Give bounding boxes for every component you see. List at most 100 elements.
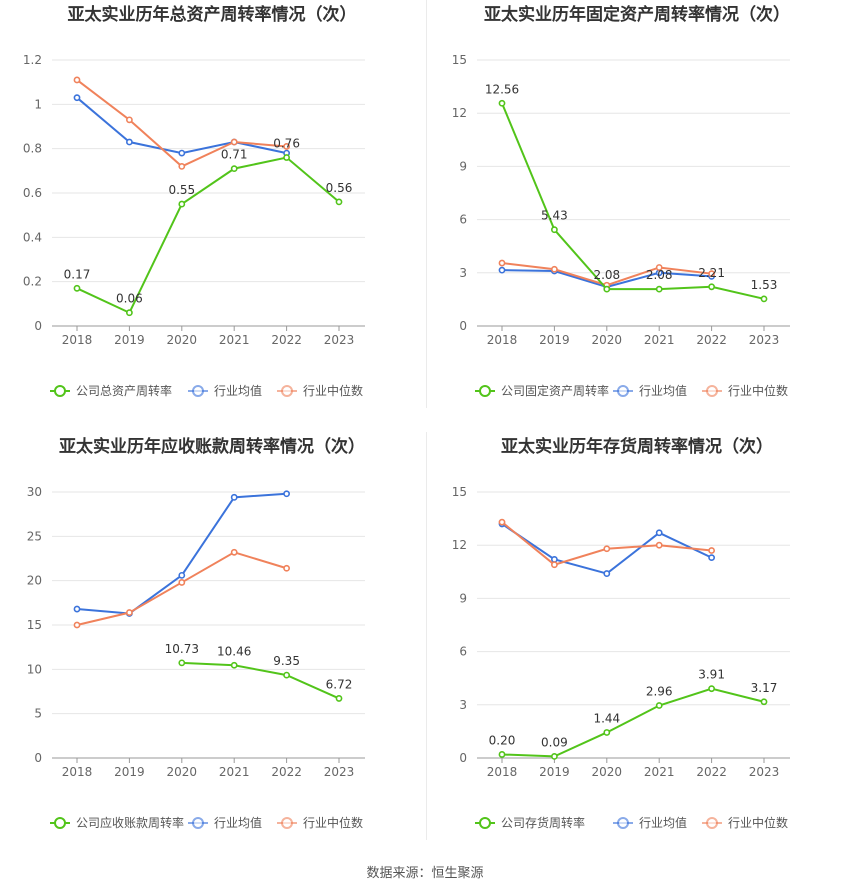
legend-label: 行业均值 [214, 383, 262, 398]
data-point-avg [655, 529, 663, 537]
data-point-company [550, 753, 558, 760]
data-point-company [73, 284, 81, 292]
chart-panel-inventory-turnover: 亚太实业历年存货周转率情况（次） 0 3 6 9 12 15 2018 2019 2020 2021… [425, 432, 850, 862]
chart-title: 亚太实业历年总资产周转率情况（次） [68, 4, 357, 25]
legend-marker-icon [617, 385, 629, 397]
data-point-avg [178, 571, 186, 579]
x-tick-label: 2022 [696, 765, 727, 779]
data-point-median [125, 116, 133, 124]
data-point-median [125, 609, 133, 616]
x-tick-label: 2020 [592, 765, 623, 779]
data-label: 3.17 [751, 681, 778, 695]
series-line-company [501, 102, 765, 300]
x-tick-label: 2021 [644, 765, 675, 779]
chart-receivables-turnover: 亚太实业历年应收账款周转率情况（次） 0 5 10 15 20 25 30 2018 2019 20… [27, 436, 365, 830]
data-label: 0.55 [168, 183, 195, 197]
y-tick-label: 0.4 [23, 230, 42, 244]
x-tick-label: 2019 [539, 765, 570, 779]
x-tick-label: 2023 [749, 333, 780, 347]
x-tick-label: 2023 [324, 333, 355, 347]
legend-label: 行业中位数 [303, 383, 363, 398]
data-point-median [178, 162, 186, 170]
legend-marker-icon [54, 817, 66, 829]
x-tick-label: 2023 [324, 765, 355, 779]
x-tick-label: 2020 [167, 765, 198, 779]
data-label: 2.21 [698, 266, 725, 280]
y-tick-label: 0 [459, 319, 467, 333]
data-label: 3.91 [698, 668, 725, 682]
chart-title: 亚太实业历年存货周转率情况（次） [501, 436, 773, 457]
data-label: 6.72 [326, 677, 353, 691]
data-point-avg [498, 266, 506, 274]
data-point-median [498, 518, 506, 526]
data-point-median [550, 265, 558, 273]
data-point-median [283, 564, 290, 572]
chart-title: 亚太实业历年固定资产周转率情况（次） [484, 4, 790, 25]
data-point-company [760, 698, 768, 706]
data-point-company [230, 165, 238, 173]
data-label: 1.53 [751, 278, 778, 292]
legend-item-company: 公司总资产周转率 [50, 383, 172, 398]
data-point-median [708, 270, 715, 278]
legend-marker-icon [281, 817, 293, 829]
series-line-avg [76, 492, 287, 615]
data-point-company [125, 309, 133, 317]
y-tick-label: 9 [459, 591, 467, 605]
legend-label: 公司总资产周转率 [76, 383, 172, 398]
legend-item-median: 行业中位数 [702, 815, 788, 830]
data-label: 5.43 [541, 209, 568, 223]
legend-item-company: 公司存货周转率 [475, 815, 585, 830]
legend-item-avg: 行业均值 [188, 815, 262, 830]
legend-label: 行业中位数 [728, 383, 788, 398]
data-point-median [603, 545, 611, 553]
data-label: 2.08 [646, 268, 673, 282]
y-tick-label: 15 [452, 53, 467, 67]
data-point-avg [125, 138, 133, 146]
data-point-company [335, 695, 343, 702]
y-tick-label: 15 [27, 618, 42, 632]
data-label: 0.09 [541, 735, 568, 749]
chart-total-asset-turnover: 亚太实业历年总资产周转率情况（次） 0 0.2 0.4 0.6 0.8 1 1.2 2018 20… [23, 4, 365, 398]
data-point-avg [73, 94, 81, 102]
data-point-avg [708, 554, 715, 562]
data-point-company [603, 729, 611, 736]
panel-divider-top [426, 0, 427, 408]
series-line-company [501, 687, 765, 758]
data-point-avg [230, 493, 238, 501]
x-tick-label: 2020 [167, 333, 198, 347]
data-point-median [708, 547, 715, 554]
data-point-company [230, 661, 238, 669]
data-label: 0.17 [64, 267, 91, 281]
legend-label: 公司存货周转率 [501, 815, 585, 830]
y-tick-label: 6 [459, 213, 467, 227]
legend-marker-icon [617, 817, 629, 829]
series-line-median [76, 551, 287, 626]
x-tick-label: 2022 [696, 333, 727, 347]
data-point-median [655, 264, 663, 271]
legend-label: 行业中位数 [728, 815, 788, 830]
data-label: 9.35 [273, 654, 300, 668]
data-point-company [708, 685, 715, 693]
legend-item-company: 公司固定资产周转率 [475, 383, 609, 398]
y-tick-label: 1.2 [23, 53, 42, 67]
y-tick-label: 0.8 [23, 142, 42, 156]
data-point-median [550, 561, 558, 569]
y-tick-label: 0 [459, 751, 467, 765]
chart-panel-total-asset-turnover: 亚太实业历年总资产周转率情况（次） 0 0.2 0.4 0.6 0.8 1 1.2 2018 20… [0, 0, 425, 430]
data-point-median [230, 548, 238, 556]
data-point-avg [283, 490, 290, 498]
data-point-avg [178, 149, 186, 157]
legend-item-company: 公司应收账款周转率 [50, 815, 184, 830]
legend-label: 行业均值 [214, 815, 262, 830]
x-tick-label: 2018 [487, 765, 518, 779]
x-tick-label: 2018 [62, 765, 93, 779]
x-tick-label: 2021 [219, 333, 250, 347]
data-label: 0.20 [489, 733, 516, 747]
data-label: 0.76 [273, 137, 300, 151]
data-point-company [655, 285, 663, 293]
x-tick-label: 2022 [271, 333, 302, 347]
data-point-median [655, 541, 663, 549]
data-point-median [498, 259, 506, 267]
chart-fixed-asset-turnover: 亚太实业历年固定资产周转率情况（次） 0 3 6 9 12 15 2018 2019 2020 20… [452, 4, 790, 398]
y-tick-label: 30 [27, 485, 42, 499]
